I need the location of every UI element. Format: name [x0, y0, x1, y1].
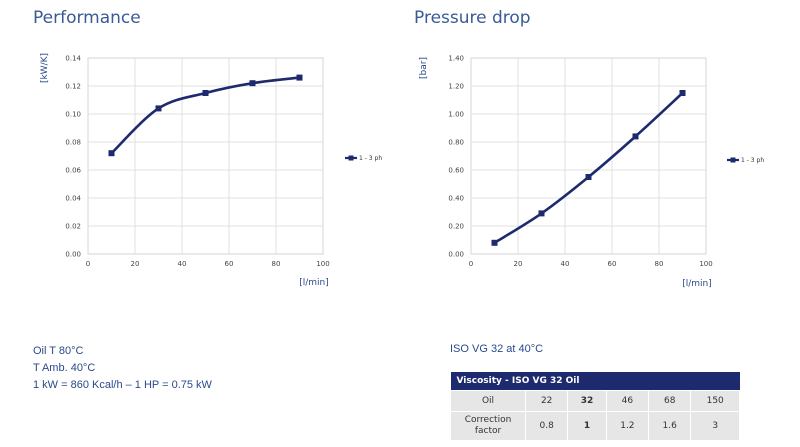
pressure-drop-title: Pressure drop [414, 8, 531, 28]
y-tick-label: 0.08 [65, 139, 81, 147]
data-point [202, 90, 209, 96]
amb-temp-note: T Amb. 40°C [33, 362, 96, 374]
y-tick-label: 0.20 [448, 223, 464, 231]
oil-value: 46 [605, 390, 650, 412]
viscosity-table: Viscosity - ISO VG 32 Oil Oil 22 32 46 6… [450, 372, 740, 441]
notes: Oil T 80°C T Amb. 40°C 1 kW = 860 Kcal/h… [33, 343, 212, 394]
y-tick-label: 0.00 [448, 251, 464, 259]
oil-value: 68 [648, 390, 692, 412]
data-point [679, 90, 686, 96]
y-tick-label: 0.60 [448, 167, 464, 175]
x-tick-label: 100 [316, 260, 329, 268]
correction-value: 1 [567, 411, 607, 441]
y-tick-label: 1.40 [448, 55, 464, 63]
y-axis-label: [bar] [419, 57, 429, 79]
x-tick-label: 20 [514, 260, 523, 268]
correction-label-line1: Correction [464, 415, 512, 425]
oil-label: Oil [450, 390, 526, 412]
oil-value: 150 [690, 390, 740, 412]
x-tick-label: 60 [225, 260, 234, 268]
oil-value: 32 [567, 390, 607, 412]
x-tick-label: 0 [86, 260, 90, 268]
viscosity-heading: ISO VG 32 at 40°C [450, 343, 544, 355]
x-tick-label: 20 [131, 260, 140, 268]
pressure-drop-chart: 0.00 0.20 0.40 0.60 0.80 1.00 1.20 1.40 0 20 40 60 8… [419, 55, 764, 290]
viscosity-table-title: Viscosity - ISO VG 32 Oil [450, 372, 740, 391]
oil-temp-note: Oil T 80°C [33, 345, 84, 357]
y-tick-label: 1.20 [448, 83, 464, 91]
data-point [155, 105, 162, 112]
performance-title: Performance [33, 8, 141, 28]
data-point [108, 150, 115, 157]
plot-frame [470, 57, 707, 255]
y-tick-label: 1.00 [448, 111, 464, 119]
correction-factor-label: Correction factor [450, 411, 526, 441]
x-tick-label: 40 [561, 260, 570, 268]
correction-label-line2: factor [474, 426, 502, 436]
x-tick-label: 60 [608, 260, 617, 268]
correction-value: 1.6 [648, 411, 692, 441]
x-tick-label: 0 [469, 260, 473, 268]
legend-label: 1 - 3 ph [741, 157, 764, 164]
data-point [249, 80, 256, 87]
y-tick-label: 0.06 [65, 167, 81, 175]
correction-value: 0.8 [524, 411, 569, 441]
table-row: Correction factor 0.8 1 1.2 1.6 3 [450, 411, 740, 441]
x-axis-label: [l/min] [299, 278, 329, 288]
data-point [632, 133, 639, 140]
oil-value: 22 [524, 390, 569, 412]
y-tick-label: 0.80 [448, 139, 464, 147]
x-tick-label: 40 [178, 260, 187, 268]
y-tick-label: 0.12 [65, 83, 81, 91]
x-tick-label: 100 [699, 260, 712, 268]
y-axis-label: [kW/K] [40, 53, 50, 83]
y-tick-label: 0.04 [65, 195, 81, 203]
legend-marker [730, 157, 736, 163]
x-tick-label: 80 [272, 260, 281, 268]
data-point [296, 74, 303, 81]
legend-label: 1 - 3 ph [359, 155, 382, 162]
data-point [491, 239, 498, 246]
y-tick-label: 0.10 [65, 111, 81, 119]
legend-marker [348, 155, 354, 161]
correction-value: 1.2 [605, 411, 650, 441]
x-tick-label: 80 [655, 260, 664, 268]
y-tick-label: 0.40 [448, 195, 464, 203]
data-point [585, 174, 592, 180]
data-point [538, 210, 545, 217]
x-axis-label: [l/min] [682, 279, 712, 289]
correction-value: 3 [690, 411, 740, 441]
y-tick-label: 0.02 [65, 223, 81, 231]
series-line [493, 92, 684, 244]
y-tick-label: 0.00 [65, 251, 81, 259]
table-row: Oil 22 32 46 68 150 [450, 390, 740, 412]
y-tick-label: 0.14 [65, 55, 81, 63]
performance-chart: 0.00 0.02 0.04 0.06 0.08 0.10 0.12 0.14 0 20 40 60 8… [40, 53, 382, 288]
conversion-note: 1 kW = 860 Kcal/h – 1 HP = 0.75 kW [33, 379, 212, 391]
